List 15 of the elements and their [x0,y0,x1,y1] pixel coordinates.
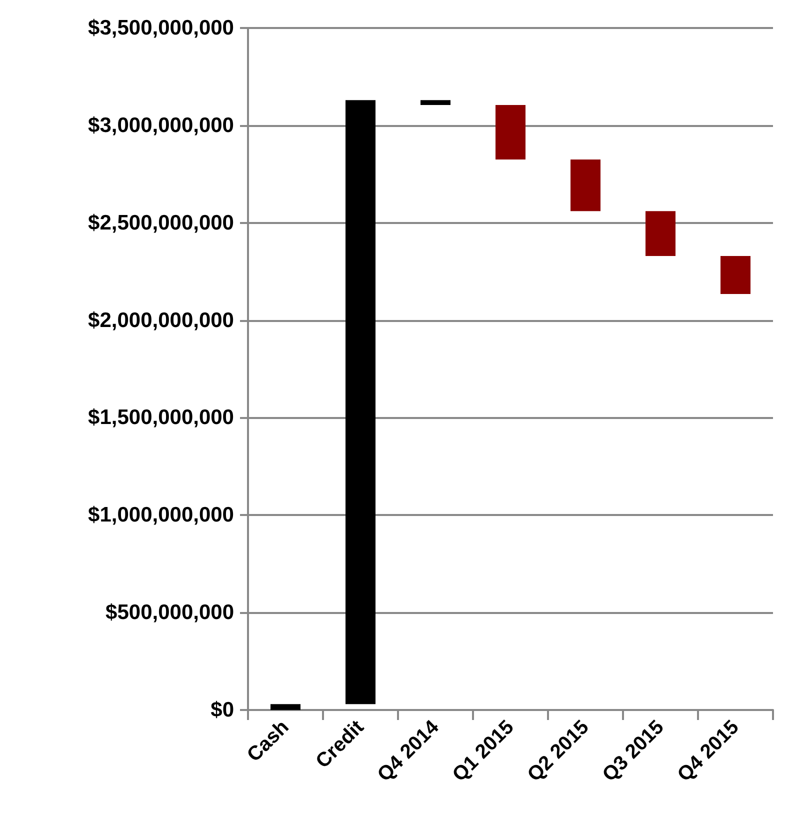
y-tick-label: $500,000,000 [106,601,234,624]
y-tick-label: $1,000,000,000 [88,504,234,527]
bar [720,256,750,294]
bar [570,160,600,212]
y-tick-label: $2,500,000,000 [88,211,234,234]
bar [420,100,450,105]
bar [496,104,526,160]
y-tick-label: $3,500,000,000 [88,16,234,40]
y-tick-label: $1,500,000,000 [88,406,234,430]
y-tick-label: $3,000,000,000 [88,114,234,137]
bar [270,704,300,710]
bar [346,100,376,704]
bar [646,211,676,256]
y-tick-label: $0 [210,698,234,722]
y-tick-label: $2,000,000,000 [88,308,234,332]
